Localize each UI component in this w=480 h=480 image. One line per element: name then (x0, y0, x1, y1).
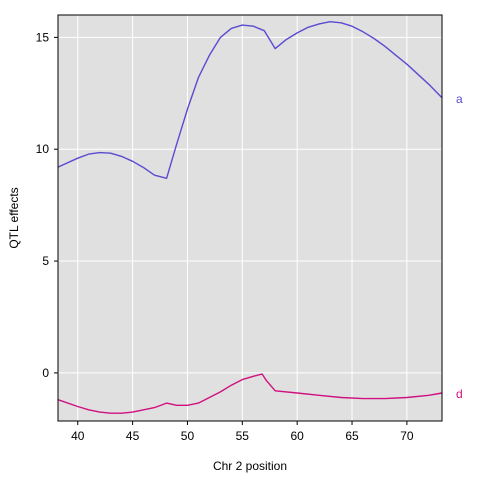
y-tick-label: 10 (36, 142, 50, 156)
x-axis-ticks: 40 45 50 55 60 65 70 (71, 421, 414, 443)
series-line-a (57, 21, 443, 180)
x-tick-label: 65 (345, 429, 359, 443)
series-labels: ad (456, 92, 463, 401)
x-tick-label: 50 (181, 429, 195, 443)
x-tick-label: 55 (236, 429, 250, 443)
x-tick-label: 40 (71, 429, 85, 443)
y-axis-ticks: 0 5 10 15 (36, 30, 58, 380)
grid-lines (58, 15, 442, 421)
x-tick-label: 45 (126, 429, 140, 443)
series-label-d: d (456, 387, 463, 401)
y-axis-label: QTL effects (7, 187, 21, 248)
y-tick-label: 0 (42, 366, 49, 380)
plot-frame (57, 14, 443, 422)
x-tick-label: 60 (290, 429, 304, 443)
y-tick-label: 15 (36, 30, 50, 44)
y-tick-label: 5 (42, 254, 49, 268)
x-axis-label: Chr 2 position (213, 459, 287, 473)
series-lines (57, 21, 443, 414)
series-label-a: a (456, 92, 463, 106)
series-line-d (57, 373, 443, 414)
x-tick-label: 70 (400, 429, 414, 443)
plot-panel (58, 15, 442, 421)
